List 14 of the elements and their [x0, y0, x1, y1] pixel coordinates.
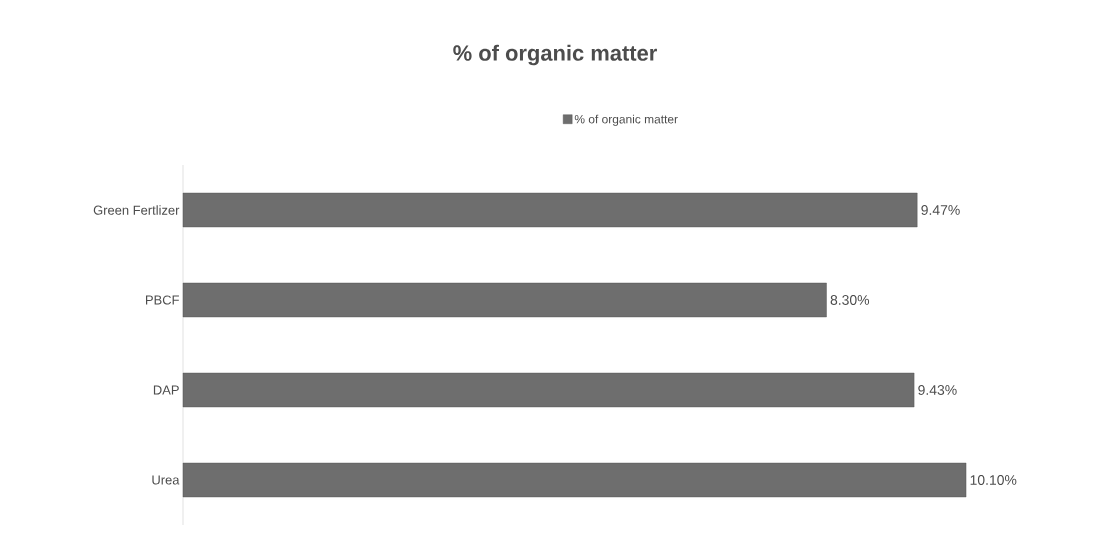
chart-title: % of organic matter: [453, 44, 657, 66]
y-tick-label: PBCF: [146, 295, 179, 305]
data-label: 8.30%: [830, 295, 870, 305]
bar: [182, 372, 915, 408]
data-label: 9.47%: [921, 205, 960, 215]
y-tick-label: Green Fertlizer: [93, 205, 180, 215]
legend-label: % of organic matter: [574, 114, 678, 126]
y-tick-label: Urea: [152, 475, 180, 485]
data-label: 10.10%: [970, 475, 1017, 485]
y-tick-label: DAP: [153, 385, 179, 395]
bar: [182, 462, 967, 498]
bar: [182, 192, 918, 228]
bar: [182, 282, 827, 318]
data-label: 9.43%: [918, 385, 957, 395]
